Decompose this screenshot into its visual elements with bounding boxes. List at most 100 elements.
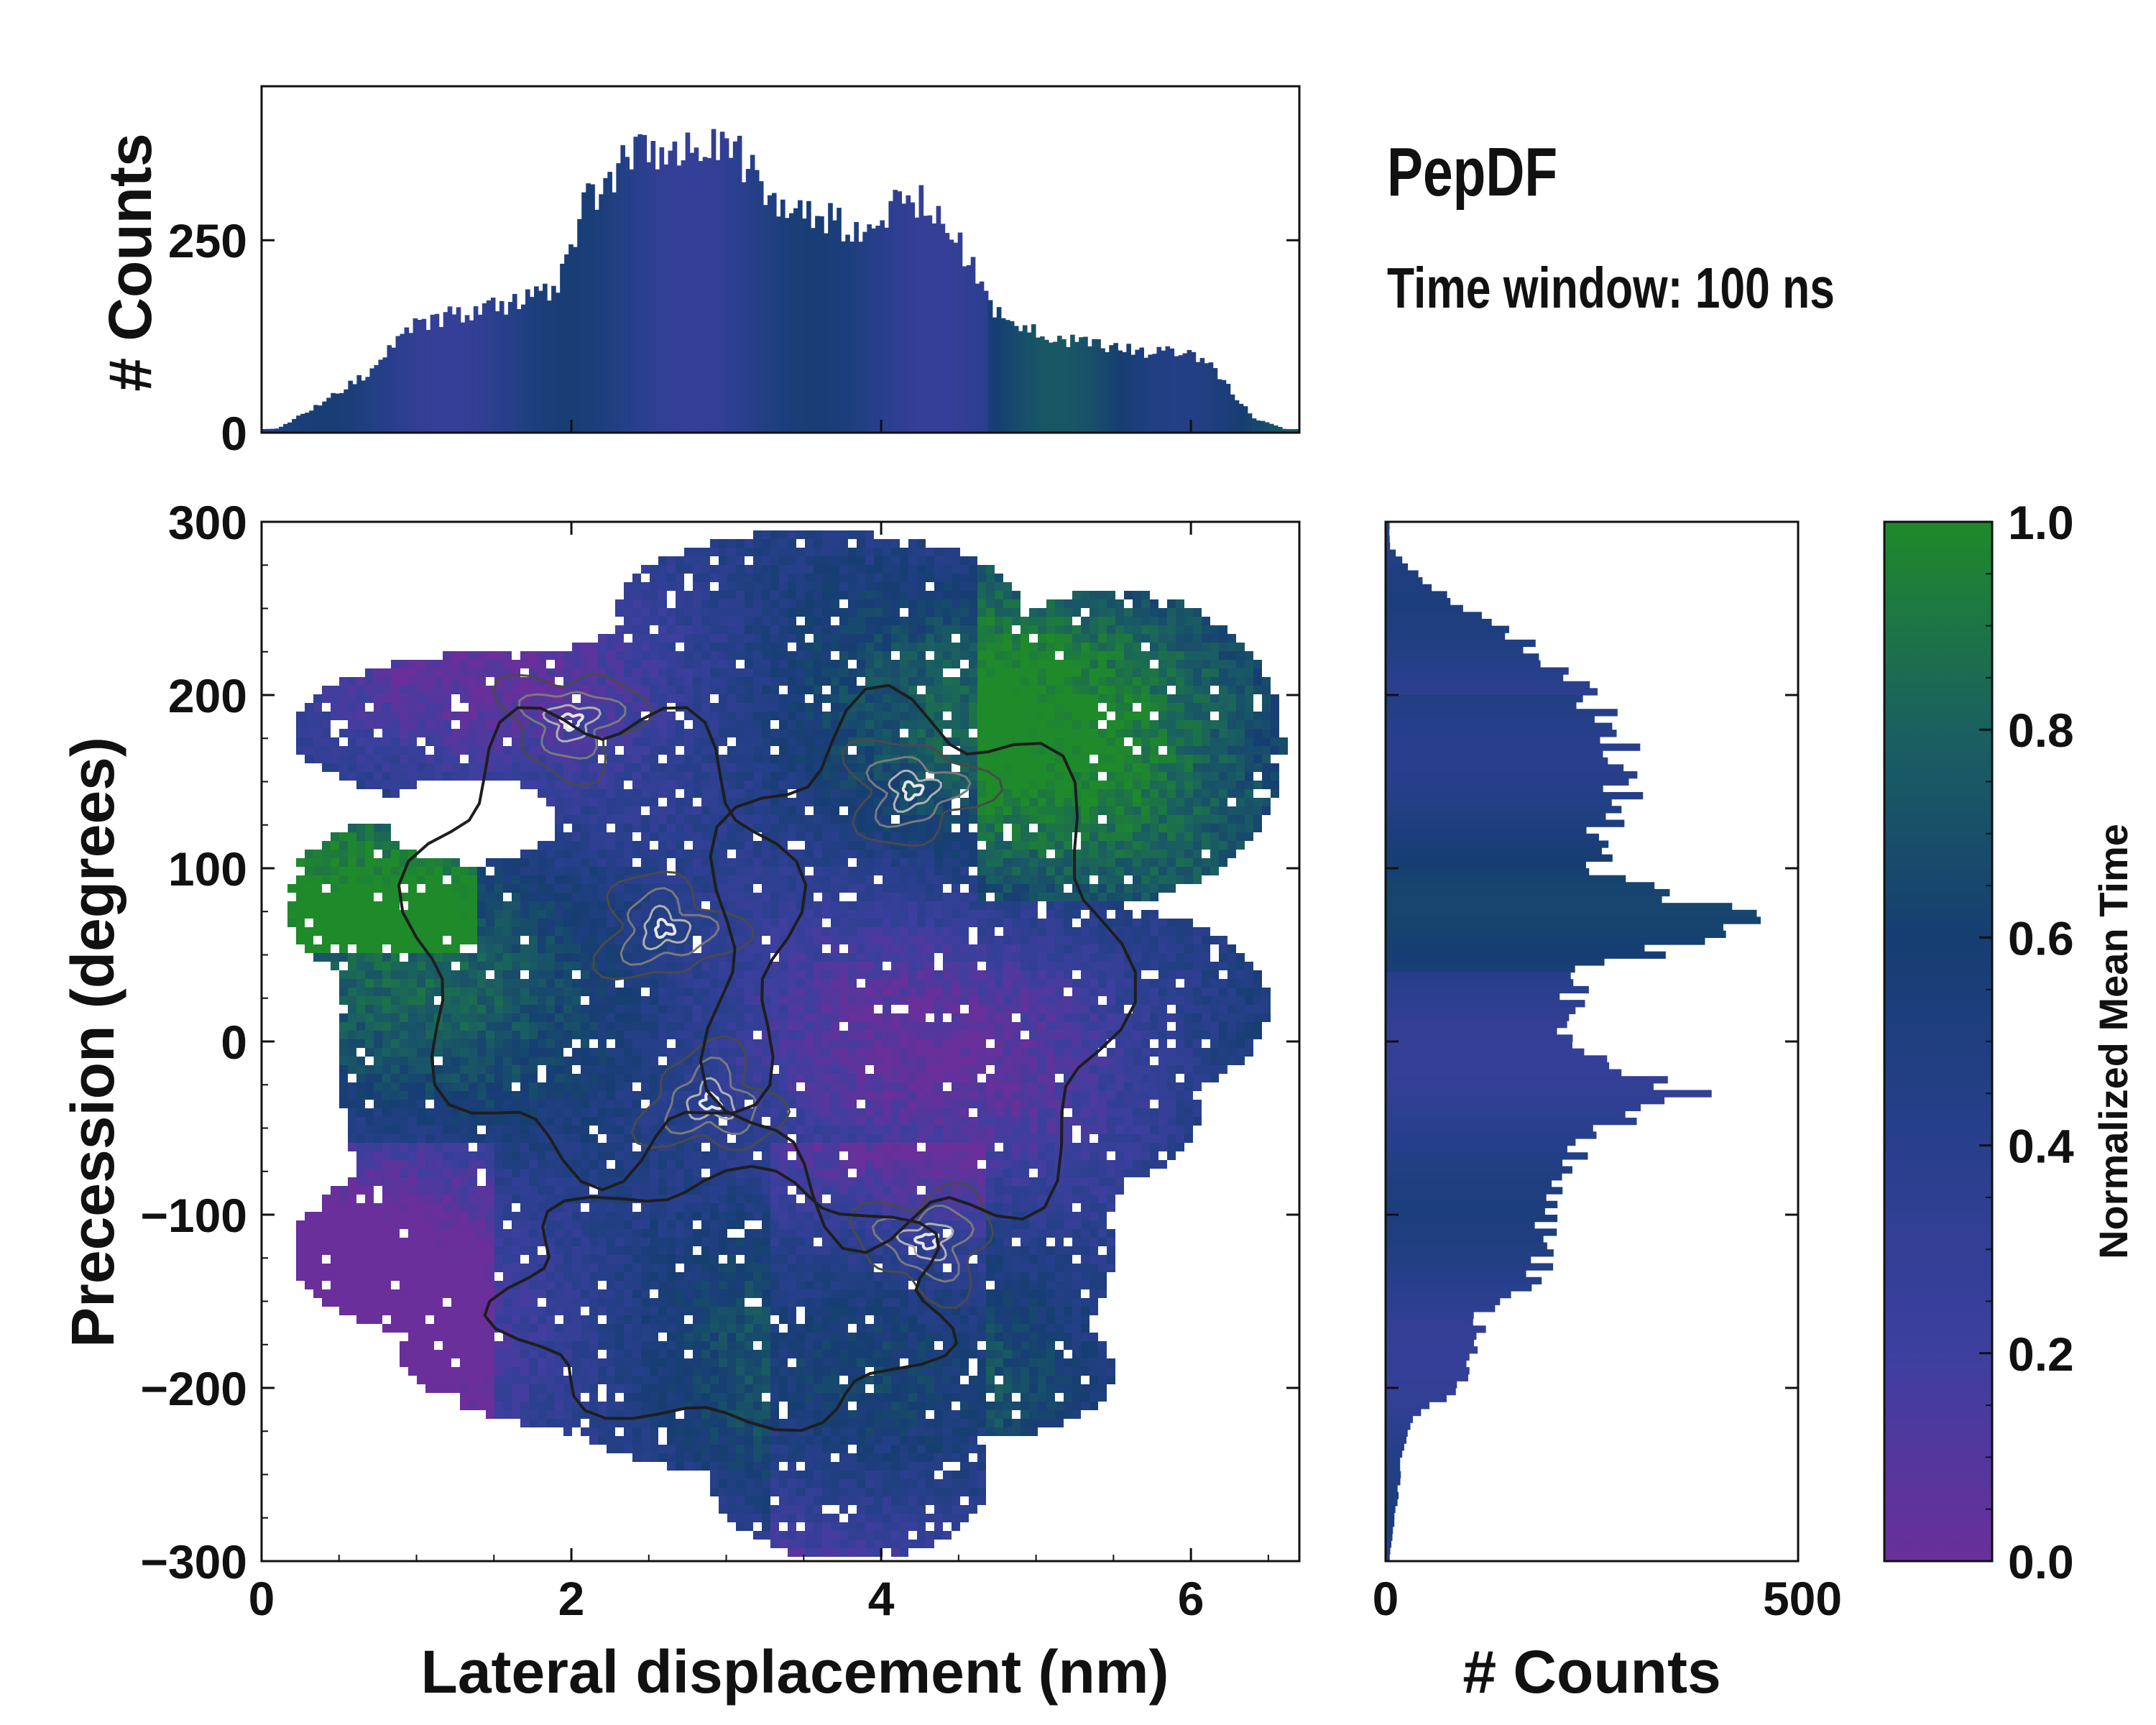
heatmap-cell: [555, 875, 563, 884]
heatmap-cell: [796, 953, 805, 962]
heatmap-cell: [486, 1022, 494, 1031]
heatmap-cell: [753, 582, 762, 591]
heatmap-cell: [736, 867, 745, 875]
heatmap-cell: [417, 1057, 425, 1065]
heatmap-cell: [313, 1289, 322, 1298]
heatmap-cell: [451, 1013, 460, 1022]
heatmap-cell: [805, 988, 814, 996]
heatmap-cell: [779, 772, 788, 781]
heatmap-cell: [796, 850, 805, 858]
heatmap-cell: [296, 712, 305, 720]
heatmap-cell: [684, 867, 693, 875]
heatmap-cell: [408, 1264, 417, 1272]
heatmap-cell: [719, 720, 727, 729]
heatmap-cell: [581, 979, 589, 988]
heatmap-cell: [796, 548, 805, 556]
heatmap-cell: [788, 832, 796, 841]
heatmap-cell: [667, 720, 676, 729]
heatmap-cell: [494, 1031, 503, 1039]
heatmap-cell: [538, 781, 546, 789]
heatmap-cell: [632, 996, 641, 1005]
heatmap-cell: [607, 651, 615, 660]
heatmap-cell: [538, 1289, 546, 1298]
heatmap-cell: [365, 979, 374, 988]
heatmap-cell: [348, 1212, 356, 1220]
heatmap-cell: [512, 1195, 520, 1203]
heatmap-cell: [762, 746, 770, 755]
heatmap-cell: [382, 867, 391, 875]
heatmap-cell: [425, 1160, 434, 1169]
heatmap-cell: [581, 1255, 589, 1264]
heatmap-cell: [762, 867, 770, 875]
heatmap-cell: [693, 608, 701, 617]
heatmap-cell: [710, 617, 719, 625]
heatmap-cell: [745, 1134, 753, 1143]
heatmap-cell: [546, 1402, 555, 1410]
heatmap-cell: [322, 686, 331, 694]
heatmap-cell: [434, 867, 443, 875]
heatmap-cell: [581, 1039, 589, 1048]
heatmap-cell: [331, 746, 339, 755]
heatmap-cell: [391, 970, 400, 979]
heatmap-cell: [719, 1488, 727, 1496]
heatmap-cell: [520, 858, 529, 867]
heatmap-cell: [469, 1307, 477, 1315]
heatmap-cell: [555, 1298, 563, 1307]
heatmap-cell: [788, 1082, 796, 1091]
heatmap-cell: [684, 694, 693, 703]
heatmap-cell: [417, 1013, 425, 1022]
heatmap-cell: [641, 1005, 650, 1013]
heatmap-cell: [719, 1350, 727, 1358]
heatmap-cell: [408, 1074, 417, 1082]
heatmap-cell: [296, 729, 305, 737]
heatmap-cell: [779, 1436, 788, 1445]
heatmap-cell: [512, 763, 520, 772]
heatmap-cell: [356, 970, 365, 979]
heatmap-cell: [356, 841, 365, 850]
heatmap-cell: [607, 1108, 615, 1117]
heatmap-cell: [581, 1186, 589, 1195]
heatmap-cell: [382, 1005, 391, 1013]
heatmap-cell: [503, 1100, 512, 1108]
heatmap-cell: [589, 944, 598, 953]
heatmap-cell: [667, 677, 676, 686]
heatmap-cell: [374, 1134, 382, 1143]
heatmap-cell: [356, 1151, 365, 1160]
heatmap-cell: [555, 884, 563, 893]
heatmap-cell: [736, 1057, 745, 1065]
heatmap-cell: [615, 1384, 624, 1393]
heatmap-cell: [745, 599, 753, 608]
heatmap-cell: [339, 1264, 348, 1272]
heatmap-cell: [572, 1410, 581, 1419]
heatmap-cell: [615, 660, 624, 668]
heatmap-cell: [382, 1039, 391, 1048]
heatmap-cell: [788, 781, 796, 789]
heatmap-cell: [529, 694, 538, 703]
heatmap-cell: [529, 651, 538, 660]
heatmap-cell: [356, 1031, 365, 1039]
heatmap-cell: [745, 858, 753, 867]
heatmap-cell: [624, 893, 632, 901]
heatmap-cell: [650, 1151, 658, 1160]
heatmap-cell: [788, 1453, 796, 1462]
heatmap-cell: [693, 1427, 701, 1436]
heatmap-cell: [641, 1436, 650, 1445]
heatmap-cell: [632, 1427, 641, 1436]
heatmap-cell: [745, 634, 753, 643]
heatmap-cell: [486, 1177, 494, 1186]
heatmap-cell: [788, 574, 796, 582]
heatmap-cell: [563, 1108, 572, 1117]
heatmap-cell: [529, 1022, 538, 1031]
heatmap-cell: [400, 944, 408, 953]
heatmap-cell: [546, 1281, 555, 1289]
heatmap-cell: [650, 1108, 658, 1117]
heatmap-cell: [417, 677, 425, 686]
heatmap-cell: [331, 832, 339, 841]
heatmap-cell: [727, 668, 736, 677]
heatmap-cell: [676, 962, 684, 970]
heatmap-cell: [563, 962, 572, 970]
heatmap-cell: [417, 893, 425, 901]
heatmap-cell: [753, 712, 762, 720]
heatmap-cell: [788, 875, 796, 884]
heatmap-cell: [365, 1082, 374, 1091]
